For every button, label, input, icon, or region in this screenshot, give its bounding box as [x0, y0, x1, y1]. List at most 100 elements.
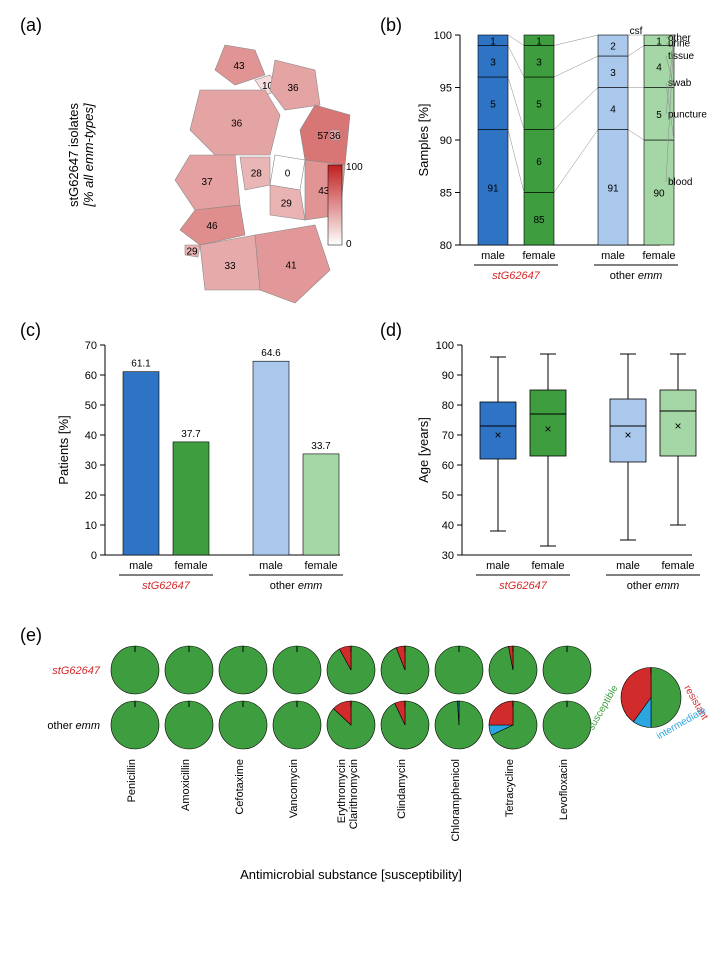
svg-text:80: 80: [440, 240, 452, 252]
svg-text:Amoxicillin: Amoxicillin: [180, 759, 192, 811]
svg-text:Antimicrobial substance [susce: Antimicrobial substance [susceptibility]: [240, 867, 462, 882]
svg-text:0: 0: [285, 169, 291, 180]
svg-text:28: 28: [251, 168, 263, 179]
svg-text:20: 20: [85, 490, 97, 502]
svg-text:64.6: 64.6: [261, 348, 281, 359]
svg-text:stG62647: stG62647: [499, 580, 548, 592]
svg-text:[% all emm-types]: [% all emm-types]: [81, 103, 96, 208]
svg-text:female: female: [174, 560, 207, 572]
svg-text:other emm: other emm: [270, 580, 323, 592]
svg-text:male: male: [259, 560, 283, 572]
svg-text:female: female: [642, 250, 675, 262]
svg-text:male: male: [481, 250, 505, 262]
svg-text:37: 37: [201, 177, 213, 188]
svg-text:Levofloxacin: Levofloxacin: [558, 759, 570, 820]
svg-text:6: 6: [536, 157, 542, 168]
svg-text:susceptible: susceptible: [586, 683, 621, 732]
svg-text:×: ×: [674, 419, 681, 433]
svg-text:Chloramphenicol: Chloramphenicol: [450, 759, 462, 842]
svg-text:33.7: 33.7: [311, 441, 331, 452]
svg-text:60: 60: [442, 460, 454, 472]
age-boxplot: 30405060708090100Age [years]×male×female…: [410, 330, 720, 620]
svg-text:60: 60: [85, 370, 97, 382]
svg-text:91: 91: [607, 183, 619, 194]
svg-text:40: 40: [442, 520, 454, 532]
panel-a-label: (a): [20, 15, 42, 36]
svg-text:other emm: other emm: [627, 580, 680, 592]
svg-text:stG62647 isolates: stG62647 isolates: [66, 102, 81, 207]
svg-text:57: 57: [317, 131, 329, 142]
svg-text:Patients [%]: Patients [%]: [56, 415, 71, 484]
svg-text:33: 33: [224, 261, 236, 272]
svg-text:other emm: other emm: [47, 720, 100, 732]
svg-text:female: female: [304, 560, 337, 572]
svg-text:5: 5: [656, 110, 662, 121]
susceptibility-pies: stG62647 other emm Penicillin Amoxicillin Ce…: [35, 635, 715, 965]
svg-text:29: 29: [281, 199, 293, 210]
svg-text:100: 100: [346, 162, 363, 173]
svg-text:female: female: [661, 560, 694, 572]
svg-text:Cefotaxime: Cefotaxime: [234, 759, 246, 815]
svg-text:Penicillin: Penicillin: [126, 759, 138, 802]
svg-text:urine: urine: [668, 38, 691, 49]
svg-text:95: 95: [440, 83, 452, 95]
svg-text:50: 50: [85, 400, 97, 412]
map-panel: stG62647 isolates[% all emm-types]431036…: [60, 25, 360, 295]
svg-text:csf: csf: [630, 26, 643, 37]
svg-text:Samples [%]: Samples [%]: [416, 104, 431, 177]
svg-text:stG62647: stG62647: [52, 665, 101, 677]
svg-text:10: 10: [85, 520, 97, 532]
svg-text:40: 40: [85, 430, 97, 442]
svg-text:blood: blood: [668, 177, 692, 188]
svg-text:43: 43: [233, 61, 245, 72]
svg-text:female: female: [531, 560, 564, 572]
svg-text:3: 3: [490, 57, 496, 68]
svg-text:×: ×: [544, 422, 551, 436]
svg-text:1: 1: [490, 36, 496, 47]
panel-d-label: (d): [380, 320, 402, 341]
svg-text:90: 90: [653, 189, 665, 200]
svg-text:female: female: [522, 250, 555, 262]
svg-text:5: 5: [536, 99, 542, 110]
svg-text:85: 85: [533, 215, 545, 226]
svg-text:5: 5: [490, 99, 496, 110]
svg-text:61.1: 61.1: [131, 359, 151, 370]
svg-text:0: 0: [346, 239, 352, 250]
svg-text:30: 30: [85, 460, 97, 472]
svg-text:1: 1: [536, 36, 542, 47]
svg-text:Clindamycin: Clindamycin: [396, 759, 408, 819]
svg-text:41: 41: [285, 261, 297, 272]
svg-text:male: male: [486, 560, 510, 572]
svg-text:36: 36: [329, 131, 341, 142]
svg-text:70: 70: [85, 340, 97, 352]
svg-text:×: ×: [624, 428, 631, 442]
svg-text:male: male: [601, 250, 625, 262]
svg-text:70: 70: [442, 430, 454, 442]
svg-text:100: 100: [434, 30, 452, 42]
panel-c-label: (c): [20, 320, 41, 341]
svg-text:stG62647: stG62647: [492, 270, 541, 282]
svg-text:male: male: [616, 560, 640, 572]
svg-text:100: 100: [436, 340, 454, 352]
svg-text:4: 4: [610, 105, 616, 116]
svg-text:×: ×: [494, 428, 501, 442]
svg-text:50: 50: [442, 490, 454, 502]
svg-text:Clarithromycin: Clarithromycin: [348, 759, 360, 829]
svg-text:36: 36: [231, 119, 243, 130]
svg-text:3: 3: [536, 57, 542, 68]
svg-text:91: 91: [487, 183, 499, 194]
svg-text:37.7: 37.7: [181, 429, 201, 440]
patients-bar-chart: 010203040506070Patients [%]61.1male37.7f…: [50, 330, 370, 620]
svg-text:Tetracycline: Tetracycline: [504, 759, 516, 817]
svg-text:1: 1: [656, 36, 662, 47]
svg-text:29: 29: [186, 247, 198, 258]
svg-text:Age [years]: Age [years]: [416, 417, 431, 483]
svg-text:other emm: other emm: [610, 270, 663, 282]
svg-text:90: 90: [442, 370, 454, 382]
svg-text:80: 80: [442, 400, 454, 412]
svg-text:90: 90: [440, 135, 452, 147]
svg-text:3: 3: [610, 68, 616, 79]
panel-b-label: (b): [380, 15, 402, 36]
svg-text:85: 85: [440, 188, 452, 200]
svg-text:Erythromycin: Erythromycin: [336, 759, 348, 823]
